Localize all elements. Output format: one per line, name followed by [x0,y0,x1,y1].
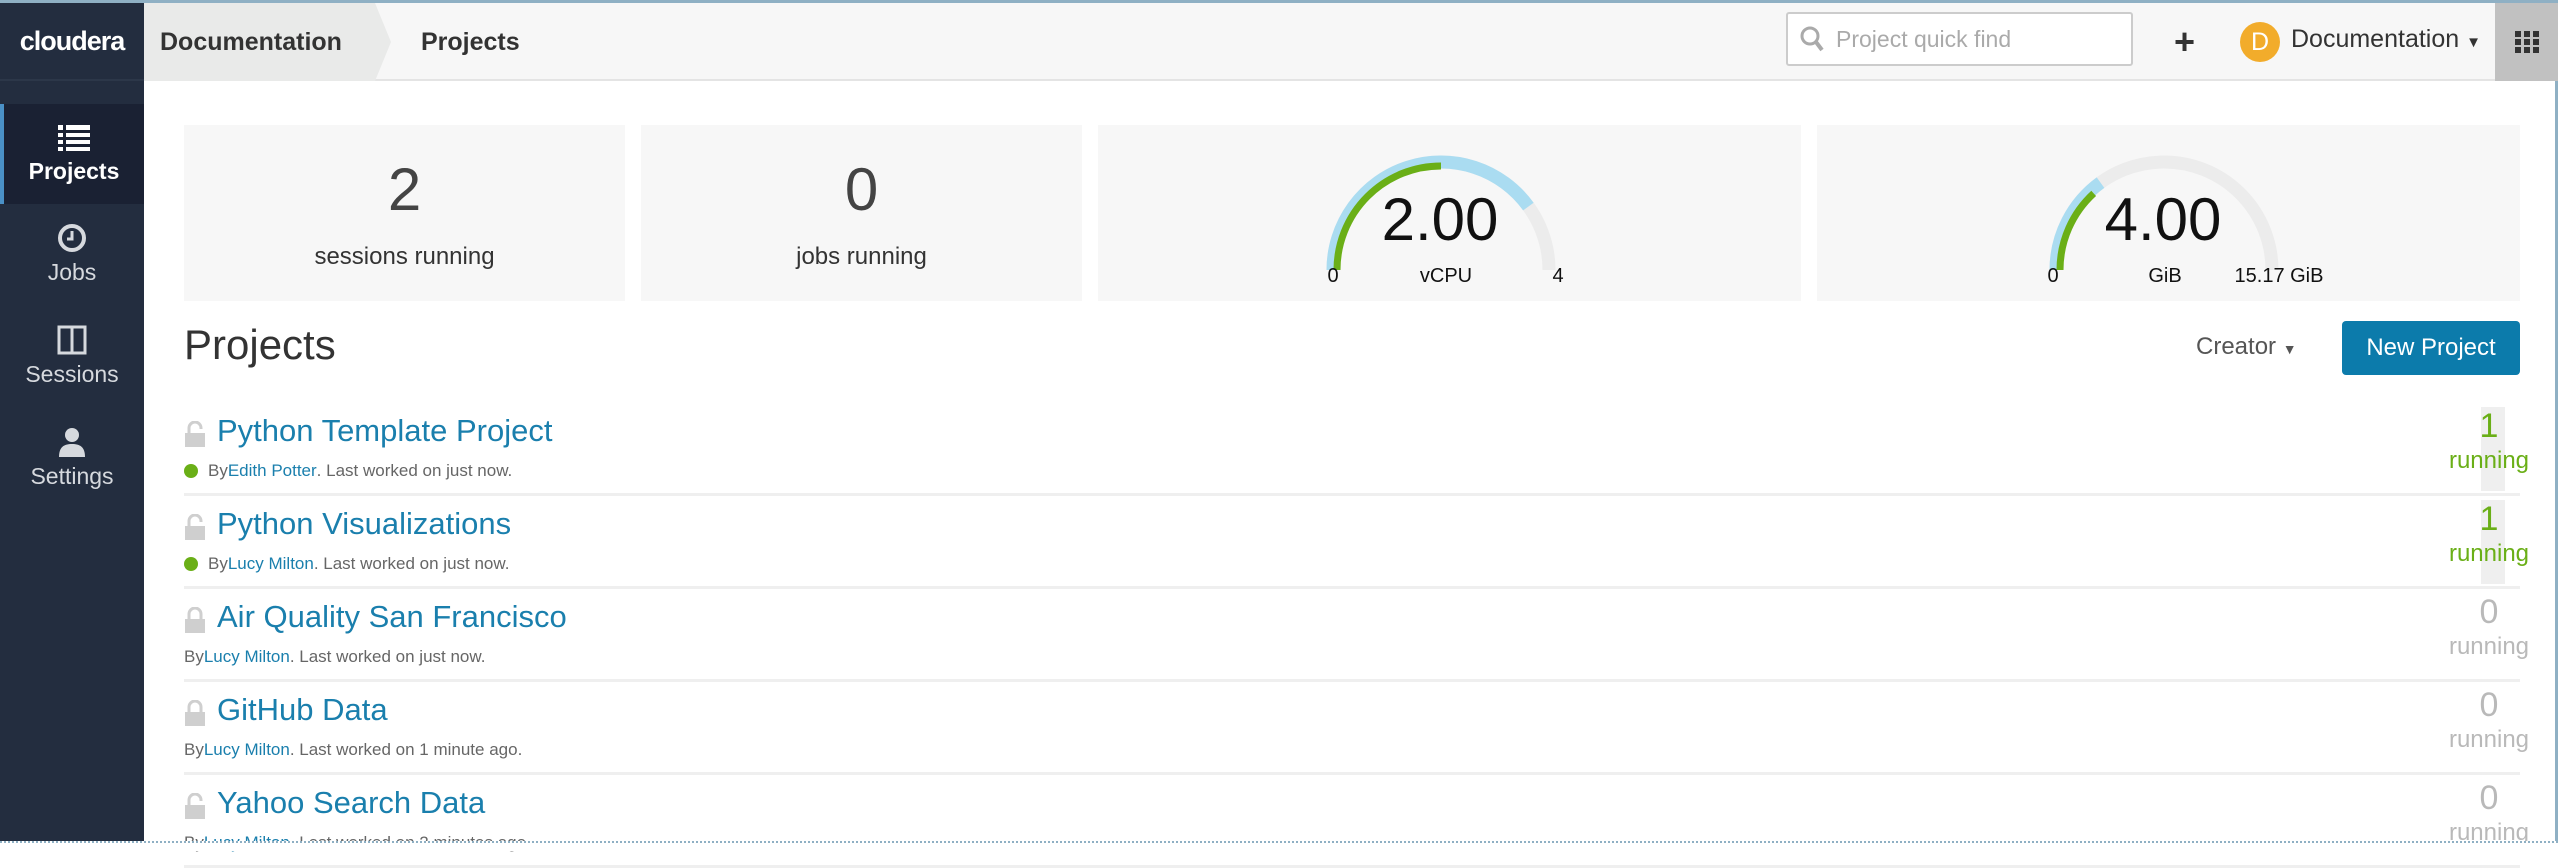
columns-icon [57,325,87,354]
creator-link[interactable]: Lucy Milton [227,554,314,573]
project-meta: By Lucy Milton. Last worked on just now. [184,554,509,574]
page-cut-edge [0,841,2558,851]
search-input[interactable] [1836,25,2116,53]
project-row: Yahoo Search Data By Lucy Milton. Last w… [184,775,2529,868]
project-row: Python Template Project By Edith Potter.… [184,403,2529,496]
sidebar-item-label: Sessions [25,360,119,387]
project-meta: By Lucy Milton. Last worked on 1 minute … [184,740,522,760]
user-icon [59,427,85,457]
sort-label: Creator [2196,333,2277,360]
project-row: Python Visualizations By Lucy Milton. La… [184,496,2529,589]
sort-dropdown[interactable]: Creator ▼ [2196,333,2297,361]
list-icon [58,124,90,151]
grid-icon [2514,31,2539,53]
sessions-stat-card: 2 sessions running [184,125,625,301]
search-icon [1800,26,1824,52]
gauge-secondary-arc [2049,177,2105,271]
running-count: 0 [2479,686,2499,724]
add-button[interactable]: + [2174,21,2196,62]
by-label: By [184,740,204,759]
caret-down-icon: ▼ [2466,34,2481,51]
memory-unit: GiB [2148,265,2182,287]
new-project-button[interactable]: New Project [2342,321,2520,375]
running-label: running [2448,726,2530,753]
jobs-stat-card: 0 jobs running [641,125,1082,301]
user-label: Documentation [2291,25,2460,53]
sidebar-item-sessions[interactable]: Sessions [0,306,144,406]
last-worked: . Last worked on just now. [289,647,486,666]
running-count: 1 [2479,407,2499,445]
project-meta: By Lucy Milton. Last worked on just now. [184,647,485,667]
running-count: 0 [2479,593,2499,631]
sessions-label: sessions running [314,243,495,270]
running-bar [2481,500,2505,584]
memory-gauge [2049,155,2279,271]
project-title-link[interactable]: Python Visualizations [217,506,512,541]
running-count: 1 [2479,500,2499,538]
sidebar-item-jobs[interactable]: Jobs [0,204,144,304]
breadcrumb-workspace[interactable]: Documentation [144,3,391,81]
by-label: By [208,461,228,480]
running-status-dot [184,464,198,478]
last-worked: . Last worked on just now. [313,554,510,573]
unlock-icon [185,793,205,819]
last-worked: . Last worked on 1 minute ago. [289,740,523,759]
sidebar-item-label: Jobs [47,258,97,285]
project-title-link[interactable]: Python Template Project [217,413,553,448]
unlock-icon [185,514,205,540]
cpu-max: 4 [1552,265,1564,287]
project-quick-find[interactable] [1786,12,2133,66]
memory-min: 0 [2047,265,2059,287]
running-label: running [2448,447,2530,474]
running-count: 0 [2479,779,2499,817]
cpu-unit: vCPU [1419,265,1473,287]
memory-gauge-card: 4.00 0 GiB 15.17 GiB [1817,125,2520,301]
project-row: Air Quality San Francisco By Lucy Milton… [184,589,2529,682]
creator-link[interactable]: Edith Potter [227,461,317,480]
sidebar-item-label: Settings [30,462,114,489]
gauge-value-arc [1333,162,1442,271]
cpu-gauge-card: 2.00 0 vCPU 4 [1098,125,1801,301]
sidebar-item-label: Projects [28,157,120,184]
project-title-link[interactable]: Yahoo Search Data [217,785,486,820]
sidebar-item-projects[interactable]: Projects [0,104,144,204]
lock-icon [185,700,205,726]
memory-max: 15.17 GiB [2234,265,2324,287]
cpu-gauge [1326,155,1556,271]
page-title: Projects [184,321,336,368]
caret-down-icon: ▼ [2282,341,2297,357]
avatar[interactable]: D [2240,22,2280,62]
running-label: running [2448,540,2530,567]
project-row: GitHub Data By Lucy Milton. Last worked … [184,682,2529,775]
app-switcher[interactable] [2495,3,2558,81]
user-menu[interactable]: Documentation ▼ [2291,25,2481,54]
jobs-label: jobs running [796,243,927,270]
cpu-value: 2.00 [1381,186,1499,253]
creator-link[interactable]: Lucy Milton [203,740,290,759]
last-worked: . Last worked on just now. [316,461,513,480]
project-title-link[interactable]: Air Quality San Francisco [217,599,567,634]
creator-link[interactable]: Lucy Milton [203,647,290,666]
gauge-value-arc [2056,190,2097,271]
memory-value: 4.00 [2104,186,2222,253]
sidebar-item-settings[interactable]: Settings [0,408,144,508]
clock-icon [58,223,86,252]
jobs-count: 0 [844,156,879,223]
by-label: By [184,647,204,666]
sessions-count: 2 [387,156,422,223]
gauge-secondary-arc [1326,155,1534,271]
cpu-min: 0 [1327,265,1339,287]
by-label: By [208,554,228,573]
project-meta: By Edith Potter. Last worked on just now… [184,461,512,481]
project-title-link[interactable]: GitHub Data [217,692,388,727]
running-bar [2481,407,2505,491]
sidebar: cloudera Projects Jobs Sessions Settings [0,3,144,851]
running-label: running [2448,633,2530,660]
unlock-icon [185,421,205,447]
lock-icon [185,607,205,633]
breadcrumb-current: Projects [421,27,520,56]
cloudera-logo[interactable]: cloudera [0,3,144,81]
top-header: Documentation Projects + D Documentation… [144,3,2558,81]
running-status-dot [184,557,198,571]
